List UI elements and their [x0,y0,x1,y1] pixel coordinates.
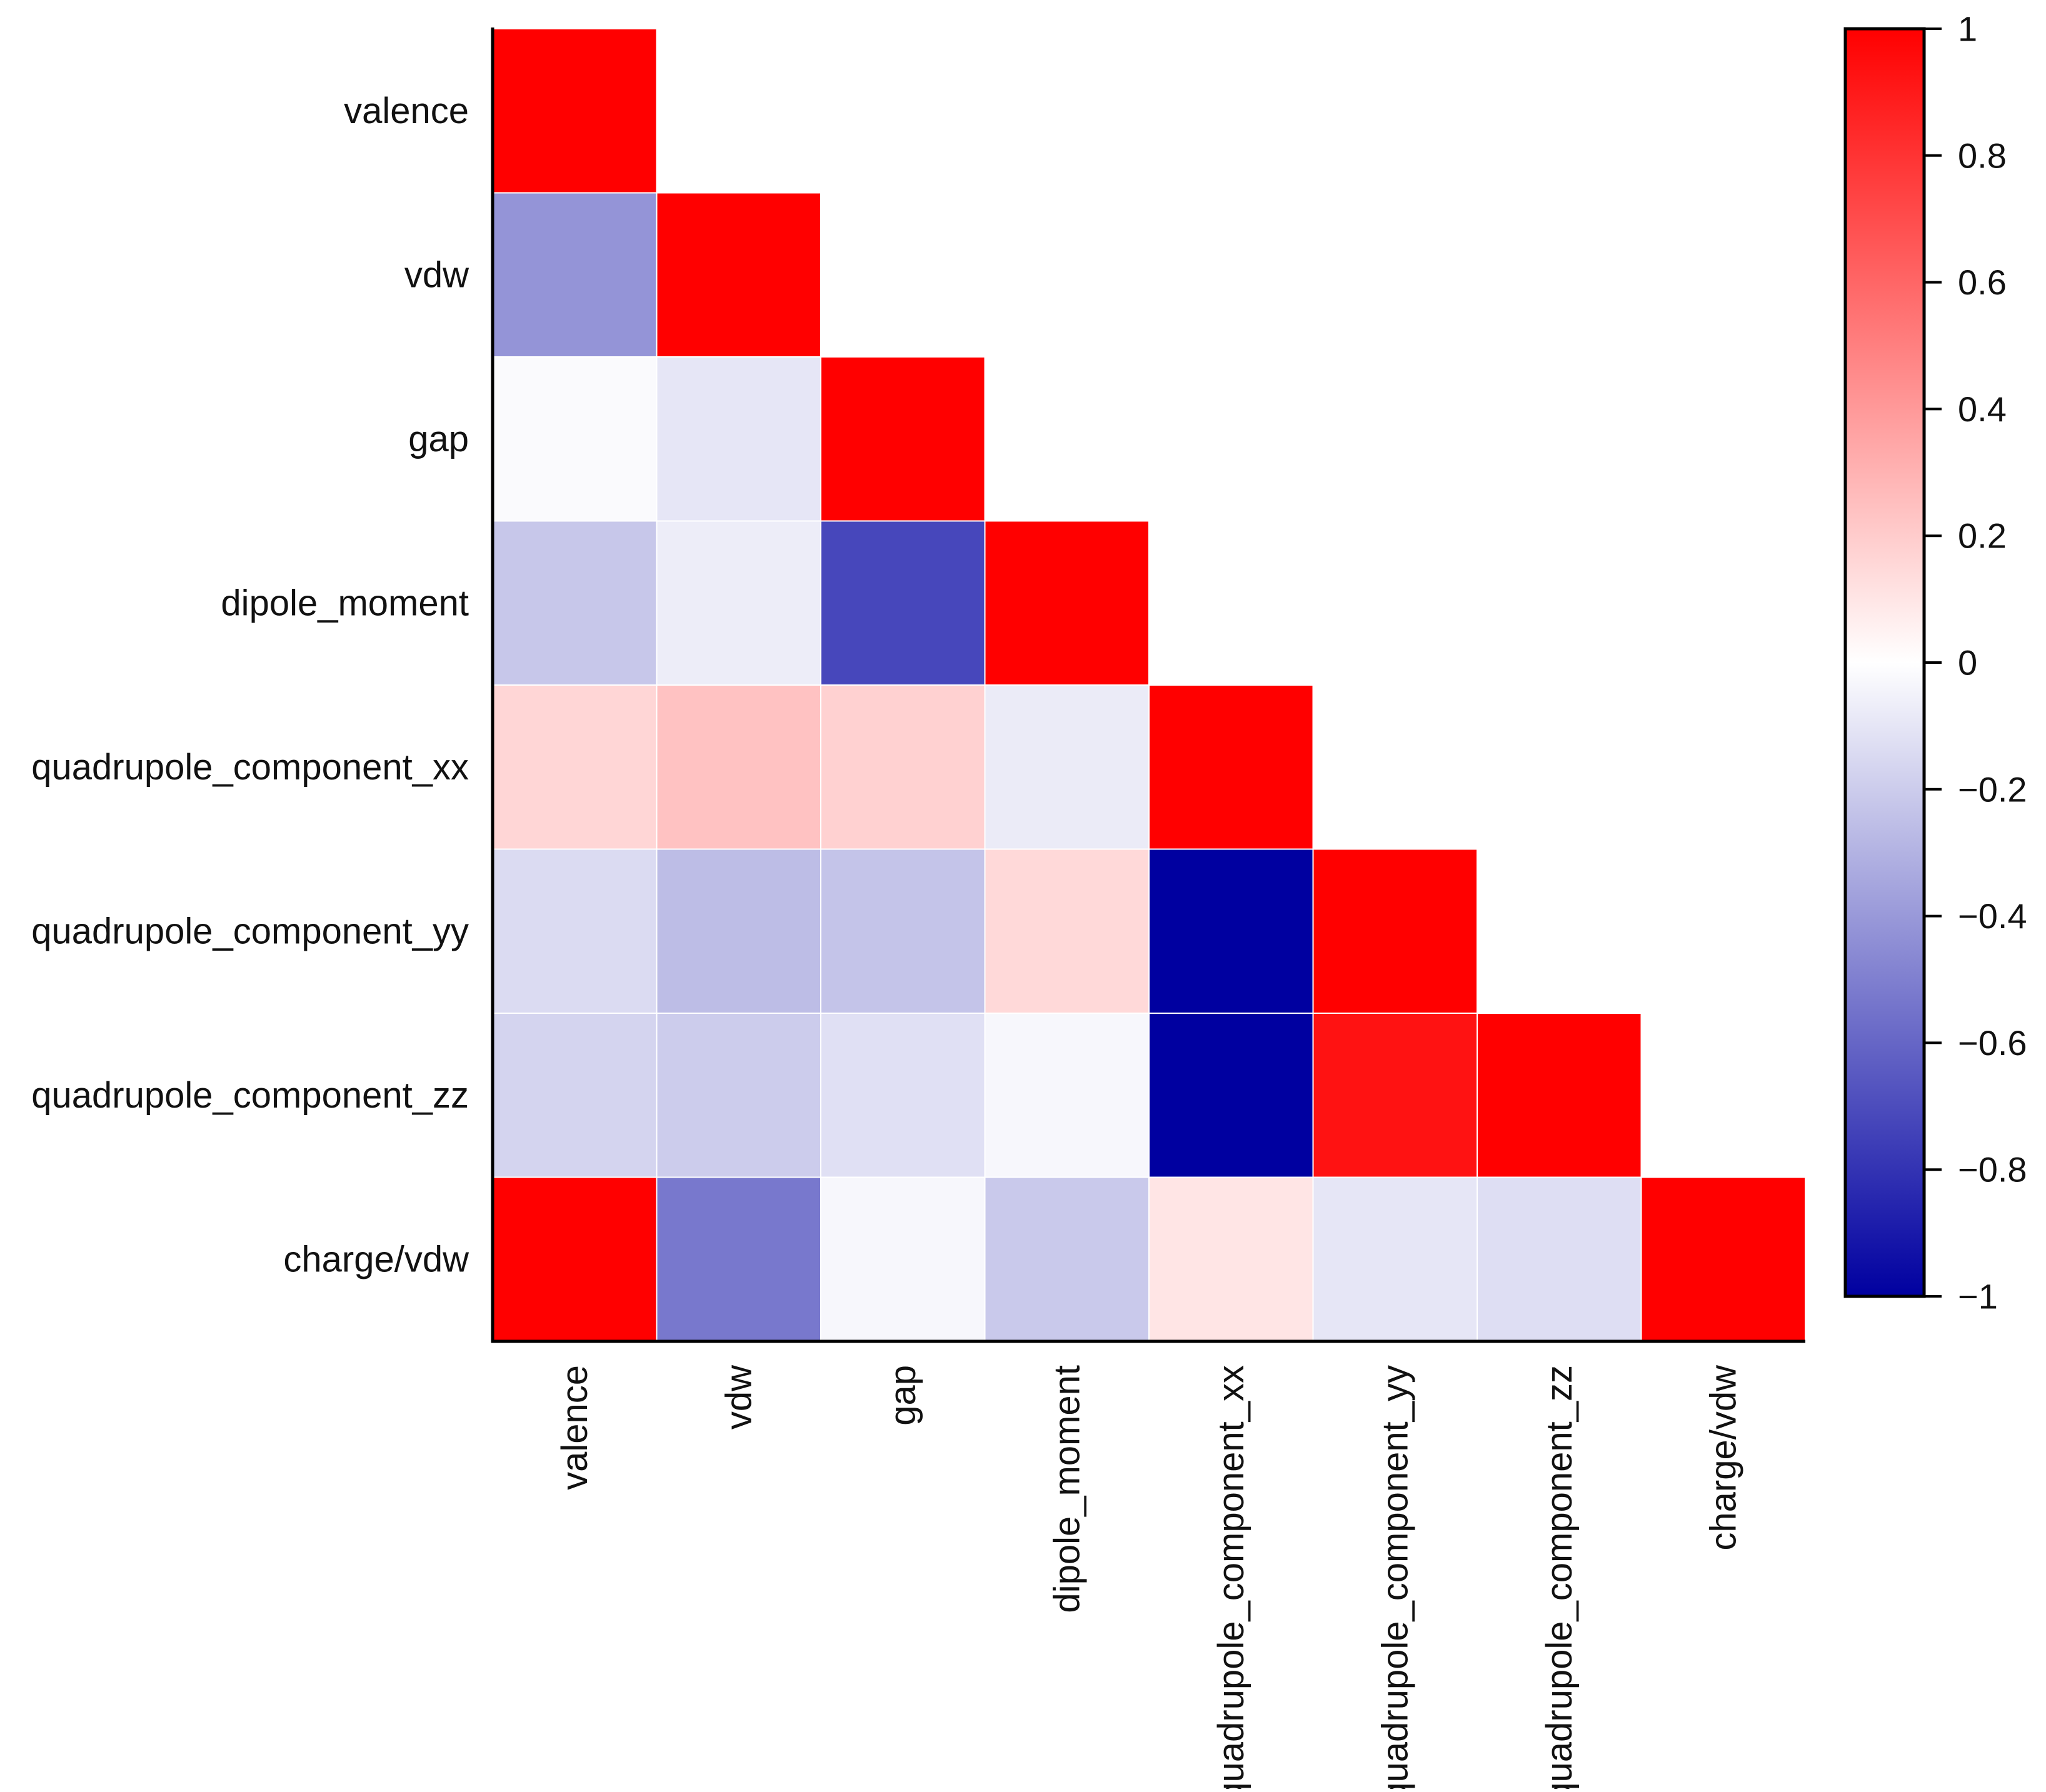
column-label: quadrupole_component_xx [1211,1365,1251,1789]
heatmap-cell-7-5 [1148,1013,1314,1178]
heatmap-axes [491,28,1805,1343]
heatmap-cell-7-1 [492,1013,658,1178]
heatmap-cell-8-3 [820,1176,986,1342]
column-label: quadrupole_component_zz [1539,1365,1580,1789]
colorbar-tick-label: −0.8 [1958,1150,2027,1189]
heatmap-cell-8-8 [1640,1176,1806,1342]
heatmap-cells [492,28,1806,1342]
heatmap-cell-7-2 [656,1013,821,1178]
heatmap-cell-2-2 [656,192,821,358]
heatmap-cell-8-5 [1148,1176,1314,1342]
heatmap-cell-2-1 [492,192,658,358]
column-label: charge/vdw [1703,1364,1743,1551]
heatmap-cell-5-4 [984,684,1150,850]
row-labels: valence vdw gap dipole_moment quadrupole_com… [31,91,469,1280]
heatmap-cell-6-1 [492,848,658,1014]
heatmap-cell-4-1 [492,520,658,686]
colorbar-tick-label: 0.4 [1958,389,2007,429]
heatmap-cell-8-6 [1312,1176,1478,1342]
colorbar-tick-label: −0.6 [1958,1023,2027,1063]
heatmap-cell-8-1 [492,1176,658,1342]
row-label: quadrupole_component_xx [31,747,469,788]
colorbar-tick-label: 0.2 [1958,516,2007,556]
heatmap-cell-5-3 [820,684,986,850]
colorbar-tick-label: 0.8 [1958,136,2007,175]
heatmap-cell-7-6 [1312,1013,1478,1178]
heatmap-cell-5-5 [1148,684,1314,850]
row-label: dipole_moment [221,583,469,623]
colorbar-tick-label: 1 [1958,9,1977,49]
column-label: vdw [718,1364,759,1429]
heatmap-cell-8-7 [1477,1176,1642,1342]
column-label: quadrupole_component_yy [1375,1365,1415,1789]
heatmap-cell-4-2 [656,520,821,686]
heatmap-cell-6-3 [820,848,986,1014]
heatmap-cell-4-4 [984,520,1150,686]
colorbar-tick-label: −0.4 [1958,896,2027,936]
heatmap-cell-6-4 [984,848,1150,1014]
heatmap-cell-6-6 [1312,848,1478,1014]
heatmap-cell-3-1 [492,356,658,522]
row-label: gap [408,419,469,459]
column-labels: valence vdw gap dipole_moment quadrupole_com… [554,1364,1744,1792]
heatmap-cell-8-4 [984,1176,1150,1342]
colorbar: 1 0.8 0.6 0.4 0.2 0 −0.2 −0.4 −0.6 −0.8 −1 [1843,9,2027,1316]
heatmap-cell-5-1 [492,684,658,850]
column-label: dipole_moment [1046,1365,1087,1613]
heatmap-cell-8-2 [656,1176,821,1342]
row-label: quadrupole_component_yy [31,911,469,951]
colorbar-gradient [1843,27,1926,1298]
heatmap-cell-5-2 [656,684,821,850]
colorbar-tick-label: −0.2 [1958,769,2027,809]
heatmap-cell-3-2 [656,356,821,522]
heatmap-cell-7-7 [1477,1013,1642,1178]
heatmap-cell-6-5 [1148,848,1314,1014]
row-label: valence [344,91,469,131]
colorbar-tick-label: −1 [1958,1277,1998,1316]
heatmap-cell-1-1 [492,28,658,194]
row-label: charge/vdw [283,1239,469,1279]
row-label: vdw [404,254,469,295]
heatmap-cell-4-3 [820,520,986,686]
row-label: quadrupole_component_zz [31,1075,469,1116]
column-label: gap [883,1365,923,1426]
colorbar-tick-label: 0 [1958,643,1977,683]
column-label: valence [554,1365,595,1490]
heatmap-cell-6-2 [656,848,821,1014]
heatmap-cell-3-3 [820,356,986,522]
heatmap-cell-7-4 [984,1013,1150,1178]
colorbar-tick-label: 0.6 [1958,263,2007,302]
heatmap-cell-7-3 [820,1013,986,1178]
